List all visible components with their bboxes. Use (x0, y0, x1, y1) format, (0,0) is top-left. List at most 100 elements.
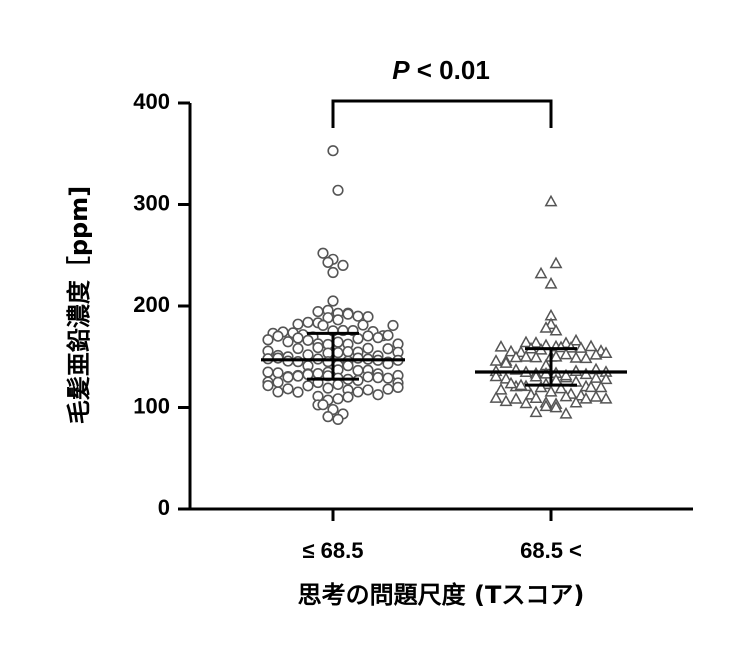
data-point-circle (332, 413, 344, 425)
data-point-triangle (544, 384, 558, 397)
data-point-triangle (589, 390, 603, 402)
data-point-circle (382, 329, 394, 341)
data-point-triangle (529, 405, 543, 418)
data-point-triangle (599, 391, 613, 404)
data-point-circle (302, 334, 314, 346)
significance-text: < 0.01 (410, 55, 490, 85)
data-point-triangle (509, 350, 523, 363)
significance-label: P < 0.01 (392, 55, 490, 85)
data-point-circle (382, 383, 394, 395)
data-point-triangle (499, 371, 513, 384)
data-point-circle (322, 411, 334, 423)
data-point-circle (362, 342, 374, 354)
data-point-circle (302, 316, 314, 328)
data-point-triangle (514, 345, 528, 358)
data-point-triangle (574, 341, 588, 353)
data-point-circle (372, 332, 384, 344)
data-point-triangle (504, 376, 518, 389)
data-point-circle (317, 399, 329, 411)
data-point-circle (292, 332, 304, 344)
data-point-triangle (489, 369, 503, 382)
data-point-triangle (584, 380, 598, 393)
data-point-circle (352, 333, 364, 345)
data-point-circle (327, 145, 339, 157)
data-point-triangle (504, 344, 518, 357)
data-point-circle (292, 370, 304, 382)
data-point-circle (382, 372, 394, 384)
data-point-triangle (559, 389, 573, 402)
data-point-triangle (544, 194, 558, 207)
data-point-triangle (569, 351, 583, 363)
y-axis-title: 毛髪亜鉛濃度［ppm] (65, 186, 93, 424)
data-point-circle (372, 389, 384, 401)
data-point-triangle (539, 399, 553, 412)
data-point-circle (312, 341, 324, 354)
data-point-circle (322, 382, 334, 394)
data-point-triangle (489, 354, 503, 366)
data-point-circle (342, 360, 354, 372)
data-point-triangle (534, 266, 548, 279)
data-point-triangle (494, 382, 508, 395)
data-point-triangle (599, 346, 613, 359)
data-point-triangle (509, 392, 523, 404)
data-point-triangle (519, 335, 533, 348)
data-point-triangle (559, 368, 573, 381)
summary-bars (261, 331, 627, 387)
data-point-circle (272, 352, 284, 364)
data-point-circle (317, 247, 329, 259)
y-tick-label: 100 (133, 393, 170, 418)
data-point-circle (332, 393, 344, 405)
data-point-circle (362, 330, 374, 342)
data-point-triangle (499, 356, 513, 368)
data-point-circle (327, 295, 339, 307)
data-point-triangle (549, 400, 563, 413)
data-point-triangle (529, 336, 543, 348)
data-point-triangle (489, 391, 503, 403)
data-point-circle (332, 378, 344, 391)
data-point-circle (292, 386, 304, 398)
data-point-triangle (579, 367, 593, 380)
data-point-triangle (534, 380, 548, 393)
data-point-circle (352, 386, 364, 398)
data-point-circle (332, 336, 344, 348)
data-point-triangle (554, 381, 568, 394)
significance-p: P (392, 55, 410, 85)
y-tick-label: 200 (133, 292, 170, 317)
data-point-circle (312, 305, 324, 318)
data-point-circle (332, 347, 344, 359)
data-point-triangle (549, 323, 563, 336)
data-point-circle (272, 386, 284, 398)
data-point-triangle (579, 351, 593, 364)
data-point-circle (352, 310, 364, 322)
x-tick-label: ≤ 68.5 (302, 538, 363, 563)
data-point-triangle (549, 349, 563, 362)
data-point-triangle (584, 339, 598, 352)
data-point-triangle (569, 333, 583, 346)
data-points (262, 145, 613, 425)
y-tick-label: 400 (133, 89, 170, 114)
data-point-triangle (599, 372, 613, 385)
data-point-circle (272, 330, 284, 342)
data-point-circle (317, 319, 329, 331)
x-tick-label: 68.5 < (520, 538, 582, 563)
data-point-triangle (559, 406, 573, 419)
data-point-circle (282, 383, 294, 395)
data-point-circle (262, 334, 274, 346)
data-point-circle (262, 379, 274, 392)
data-point-circle (372, 372, 384, 384)
data-point-triangle (519, 396, 533, 409)
data-point-triangle (499, 394, 513, 407)
data-point-circle (352, 364, 364, 377)
data-point-circle (362, 384, 374, 396)
data-point-triangle (494, 339, 508, 352)
data-point-triangle (579, 391, 593, 404)
axes: 0 100 200 300 400 ≤ 68.5 68.5 < (133, 89, 693, 563)
data-point-circle (387, 319, 399, 332)
data-point-triangle (549, 256, 563, 269)
data-point-circle (382, 343, 394, 355)
data-point-triangle (589, 347, 603, 360)
data-point-circle (292, 342, 304, 355)
data-point-circle (282, 371, 294, 383)
data-point-circle (262, 366, 274, 378)
